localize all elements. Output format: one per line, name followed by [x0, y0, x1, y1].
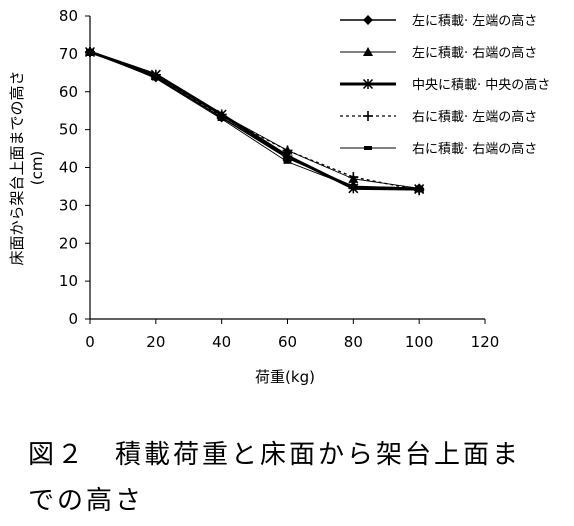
marker-plus: [363, 111, 373, 121]
marker-dash: [86, 48, 94, 53]
marker-dash: [349, 185, 358, 190]
marker-dash: [151, 76, 160, 81]
marker-diamond: [363, 15, 373, 25]
line-chart: 0 10 20 30 40 50 60 70 80 0 20 40 60 80 100 120 左に積載· 左…: [8, 7, 550, 386]
x-tick-label: 80: [344, 333, 363, 351]
y-tick-label: 60: [59, 83, 78, 101]
tick-labels: 0 10 20 30 40 50 60 70 80 0 20 40 60 80 100 120: [59, 7, 499, 351]
y-tick-label: 40: [59, 159, 78, 177]
marker-dash: [415, 186, 424, 191]
axes: [85, 15, 486, 324]
series-markers: [84, 46, 425, 196]
series-line-2: [89, 51, 420, 189]
figure-caption: 図２ 積載荷重と床面から架台上面ま での高さ: [28, 432, 568, 524]
y-axis-label-group: 床面から架台上面までの高さ (cm): [8, 70, 46, 265]
x-tick-label: 100: [405, 333, 434, 351]
y-axis-label: 床面から架台上面までの高さ: [8, 70, 26, 265]
x-tick-label: 60: [278, 333, 297, 351]
series-lines: [89, 50, 420, 191]
x-tick-label: 0: [85, 333, 95, 351]
x-tick-label: 40: [212, 333, 231, 351]
marker-plus: [348, 171, 359, 182]
marker-asterisk: [362, 78, 374, 90]
legend-label-3: 中央に積載· 中央の高さ: [412, 77, 550, 93]
legend-label-5: 右に積載· 右端の高さ: [412, 141, 537, 157]
caption-line-2: での高さ: [28, 486, 145, 516]
y-tick-label: 80: [59, 7, 78, 25]
x-tick-label: 120: [471, 333, 500, 351]
series-line-3: [89, 50, 420, 191]
y-tick-label: 30: [59, 196, 78, 214]
series-line-5: [89, 50, 420, 189]
y-tick-label: 20: [59, 234, 78, 252]
legend-label-1: 左に積載· 左端の高さ: [412, 13, 537, 29]
marker-dash: [217, 117, 226, 122]
y-tick-label: 0: [68, 310, 78, 328]
x-axis-label: 荷重(kg): [255, 368, 315, 386]
legend-label-4: 右に積載· 左端の高さ: [412, 109, 537, 125]
y-tick-label: 10: [59, 272, 78, 290]
marker-plus: [282, 145, 293, 156]
caption-line-1: 図２ 積載荷重と床面から架台上面ま: [28, 440, 522, 470]
marker-dash: [364, 146, 372, 150]
series-line-1: [89, 51, 420, 190]
series-line-4: [89, 51, 420, 191]
y-tick-label: 50: [59, 121, 78, 139]
x-tick-label: 20: [146, 333, 165, 351]
legend-label-2: 左に積載· 右端の高さ: [412, 45, 537, 61]
y-tick-label: 70: [59, 45, 78, 63]
marker-dash: [283, 159, 292, 164]
y-axis-unit: (cm): [28, 151, 46, 186]
marker-triangle: [363, 47, 373, 56]
